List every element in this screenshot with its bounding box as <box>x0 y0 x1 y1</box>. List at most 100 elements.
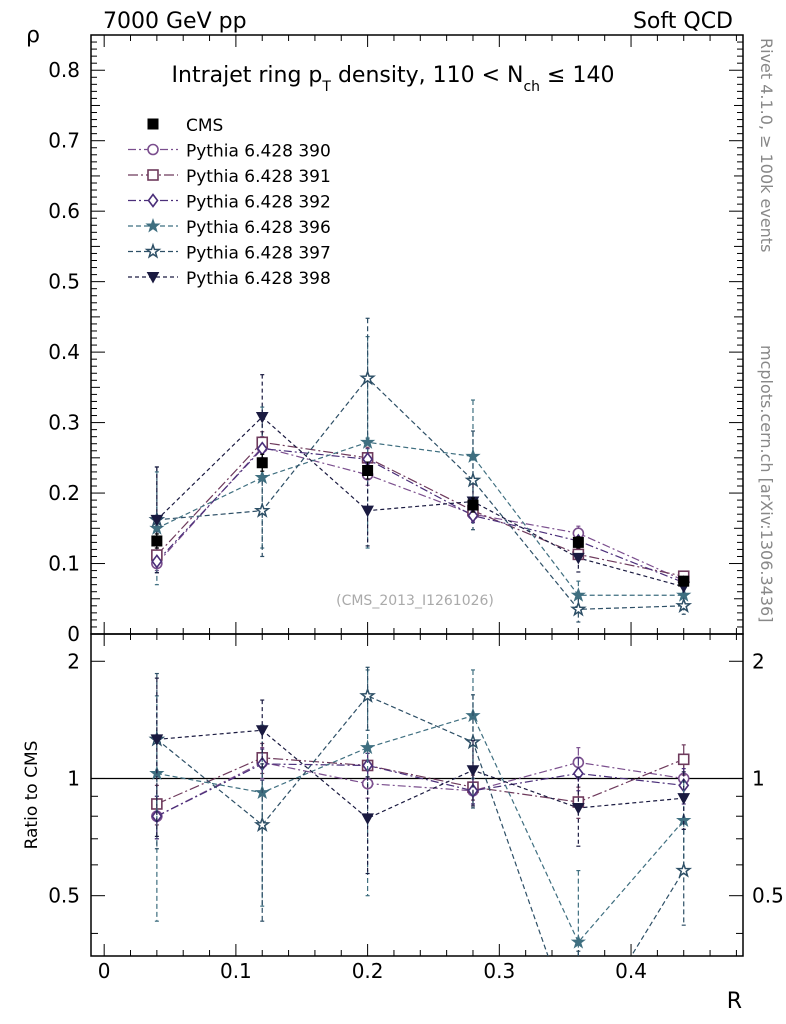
ratio-point <box>253 816 271 832</box>
data-point <box>361 505 374 518</box>
ratio-axis-label: Ratio to CMS <box>22 741 42 850</box>
ratio-point <box>572 802 585 815</box>
ratio-point <box>362 758 374 773</box>
series-line <box>156 448 684 584</box>
cms-point <box>572 536 584 548</box>
series-5 <box>154 317 686 623</box>
analysis-label: (CMS_2013_I1261026) <box>336 593 494 609</box>
data-point <box>254 469 270 485</box>
legend-label: Pythia 6.428 390 <box>186 142 331 162</box>
main-marks <box>148 369 693 617</box>
x-tick-label: 0 <box>98 959 111 983</box>
ratio-line <box>156 763 684 817</box>
series-line <box>156 441 684 596</box>
legend-label-cms: CMS <box>186 116 223 136</box>
cms-point <box>678 575 690 587</box>
rivet-label: Rivet 4.1.0, ≥ 100k events <box>757 38 776 252</box>
cms-point <box>256 457 268 469</box>
ratio-line <box>156 757 684 805</box>
y-tick-label: 0.8 <box>48 58 80 82</box>
series-1 <box>154 436 686 586</box>
y-axis-label: ρ <box>26 23 40 48</box>
ratio-point <box>359 739 376 755</box>
ratio-line <box>156 729 684 820</box>
ratio-tick-label: 2 <box>67 649 80 673</box>
legend-marker-cms <box>147 118 159 130</box>
legend-marker <box>147 193 159 208</box>
series-2 <box>154 431 686 582</box>
data-point <box>464 471 482 488</box>
ratio-point <box>675 861 693 878</box>
x-tick-label: 0.3 <box>483 959 515 983</box>
y-tick-label: 0.7 <box>48 129 80 153</box>
ratio-panel-frame <box>90 633 744 957</box>
data-point <box>359 369 376 386</box>
ratio-point <box>361 813 374 825</box>
header-left: 7000 GeV pp <box>103 9 247 34</box>
data-point <box>465 448 481 463</box>
ratio-point <box>570 934 586 949</box>
data-point <box>570 587 586 602</box>
legend-marker <box>147 169 159 181</box>
x-tick-label: 0.2 <box>352 959 384 983</box>
series-line <box>156 416 684 588</box>
ratio-line <box>156 714 685 944</box>
series-line <box>156 377 684 610</box>
ratio-point <box>359 687 376 703</box>
cms-point <box>362 465 374 477</box>
legend-marker <box>145 217 161 233</box>
legend-label: Pythia 6.428 392 <box>186 193 331 213</box>
series-line <box>156 446 684 581</box>
ratio-line <box>156 695 685 956</box>
series-4 <box>154 336 686 610</box>
series-3 <box>154 437 686 588</box>
cms-point <box>467 499 479 511</box>
ratio-series-1 <box>151 747 690 840</box>
ratio-tick-label: 0.5 <box>48 884 80 908</box>
ratio-line <box>156 761 684 817</box>
cms-point <box>151 535 163 547</box>
ratio-tick-label-right: 0.5 <box>752 884 784 908</box>
data-point <box>151 554 163 569</box>
legend: CMS Pythia 6.428 390 Pythia 6.428 391 Pythi… <box>128 116 331 289</box>
ratio-series-2 <box>151 742 690 826</box>
header-right: Soft QCD <box>633 9 733 34</box>
ratio-point <box>677 793 691 805</box>
chart-title: Intrajet ring pT density, 110 < Nch ≤ 14… <box>172 63 615 95</box>
data-point <box>253 501 271 518</box>
ratio-point <box>150 734 164 746</box>
y-tick-label: 0.4 <box>48 340 80 364</box>
ratio-point <box>466 765 480 777</box>
data-point <box>255 411 269 424</box>
ratio-point <box>255 725 269 737</box>
x-axis-label: R <box>727 989 742 1014</box>
legend-label: Pythia 6.428 391 <box>186 167 331 187</box>
ratio-tick-label-right: 1 <box>752 766 765 790</box>
data-point <box>572 552 585 565</box>
legend-marker <box>144 242 162 259</box>
ratio-series-6 <box>150 677 691 875</box>
ratio-tick-label-right: 2 <box>752 649 765 673</box>
x-tick-label: 0.1 <box>220 959 252 983</box>
legend-label: Pythia 6.428 397 <box>186 244 331 264</box>
mcplots-label: mcplots.cern.ch [arXiv:1306.3436] <box>757 345 776 622</box>
data-point <box>150 514 164 527</box>
legend-label: Pythia 6.428 396 <box>186 218 331 238</box>
series-line <box>156 441 684 577</box>
x-tick-label: 0.4 <box>615 959 647 983</box>
y-tick-label: 0.5 <box>48 270 80 294</box>
y-tick-label: 0.2 <box>48 481 80 505</box>
legend-marker <box>146 272 160 284</box>
data-point <box>675 597 693 613</box>
legend-marker <box>147 143 159 156</box>
data-point <box>570 600 587 617</box>
y-tick-label: 0.1 <box>48 552 80 576</box>
y-tick-label: 0 <box>67 622 80 646</box>
ratio-layer <box>148 666 693 956</box>
data-point <box>467 508 479 523</box>
legend-label: Pythia 6.428 398 <box>186 269 331 289</box>
y-tick-label: 0.6 <box>48 199 80 223</box>
ratio-tick-label: 1 <box>67 766 80 790</box>
y-tick-label: 0.3 <box>48 411 80 435</box>
